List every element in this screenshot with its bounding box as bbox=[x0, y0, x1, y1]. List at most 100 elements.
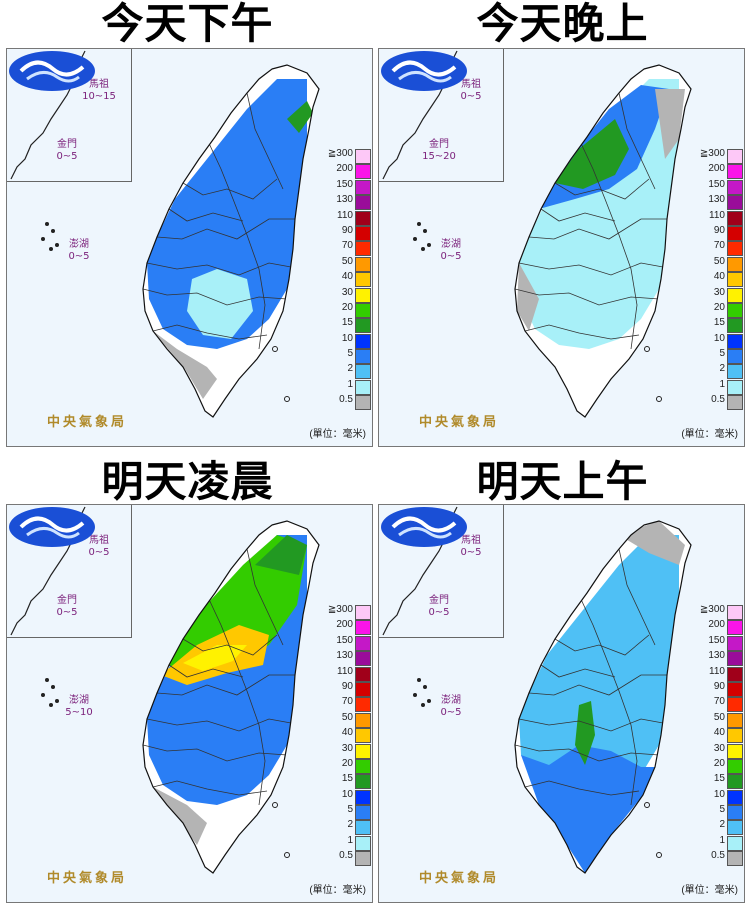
legend-label: 110 bbox=[337, 665, 353, 677]
legend-label: 90 bbox=[713, 680, 725, 692]
legend-swatch bbox=[727, 379, 743, 395]
kinmen-label: 金門 bbox=[429, 595, 449, 606]
legend-swatch bbox=[727, 349, 743, 365]
legend-label: 200 bbox=[336, 163, 353, 175]
penghu-rainfall-value: 0~5 bbox=[440, 251, 462, 262]
county-boundary bbox=[146, 262, 292, 276]
legend-swatch bbox=[355, 333, 371, 349]
legend-row: 40 bbox=[713, 271, 743, 288]
legend-swatch bbox=[727, 272, 743, 288]
legend-label: 70 bbox=[713, 696, 725, 708]
legend-swatch bbox=[355, 605, 371, 620]
rainfall-region bbox=[519, 535, 679, 805]
legend-label: 0.5 bbox=[711, 394, 725, 406]
legend-swatch bbox=[727, 333, 743, 349]
legend-swatch bbox=[355, 774, 371, 790]
cwb-logo-text: 中央氣象局 bbox=[418, 871, 499, 886]
legend-label: 110 bbox=[709, 209, 725, 221]
legend-row: 200 bbox=[708, 163, 743, 180]
legend-row: 0.5 bbox=[711, 850, 743, 867]
county-boundary bbox=[182, 634, 278, 656]
legend-swatch bbox=[727, 851, 743, 867]
legend-label: 1 bbox=[719, 834, 725, 846]
legend-label: 40 bbox=[713, 271, 725, 283]
offshore-islands-inset bbox=[7, 505, 132, 638]
legend-row: 15 bbox=[342, 773, 371, 790]
legend-swatch bbox=[355, 225, 371, 241]
county-boundary bbox=[578, 594, 638, 806]
legend-swatch bbox=[355, 712, 371, 728]
legend-row: 30 bbox=[342, 287, 371, 303]
penghu-island bbox=[421, 247, 425, 251]
legend-swatch bbox=[355, 635, 371, 651]
legend-swatch bbox=[727, 605, 743, 620]
legend-row: 110 bbox=[337, 666, 371, 682]
rainfall-region bbox=[555, 119, 629, 189]
panel-title: 明天凌晨 bbox=[101, 457, 274, 506]
legend-swatch bbox=[727, 179, 743, 195]
legend-label: 40 bbox=[341, 271, 353, 283]
legend-label: 50 bbox=[713, 255, 725, 267]
county-boundary bbox=[528, 674, 667, 696]
legend-swatch bbox=[355, 395, 371, 411]
legend-swatch bbox=[727, 774, 743, 790]
rainfall-map-panel: 馬祖 0~5 金門 0~5 澎湖 0~5 ≧300 200 150 130 110 90 70 50 40 3… bbox=[378, 504, 745, 903]
county-boundary bbox=[168, 664, 244, 678]
legend-label: 1 bbox=[347, 378, 353, 390]
legend-row: 10 bbox=[713, 332, 743, 349]
rainfall-region bbox=[183, 645, 247, 671]
legend-row: 10 bbox=[714, 789, 743, 805]
legend-label: 110 bbox=[709, 665, 725, 677]
penghu-island bbox=[49, 247, 53, 251]
county-boundary bbox=[518, 718, 664, 732]
legend-row: 15 bbox=[714, 317, 743, 334]
legend-swatch bbox=[727, 149, 743, 164]
legend-label: 110 bbox=[337, 209, 353, 221]
legend-row: 70 bbox=[342, 696, 371, 713]
kinmen-rainfall-value: 0~5 bbox=[56, 607, 78, 618]
county-boundary bbox=[618, 548, 656, 646]
legend-label: 90 bbox=[341, 680, 353, 692]
offshore-island bbox=[272, 802, 278, 808]
legend-row: 2 bbox=[343, 819, 371, 836]
taiwan-map bbox=[10, 50, 320, 418]
legend-label: 40 bbox=[713, 727, 725, 739]
legend-label: 2 bbox=[719, 819, 725, 831]
legend-label: 1 bbox=[719, 378, 725, 390]
legend-label: 10 bbox=[713, 332, 725, 344]
county-boundary bbox=[540, 664, 616, 678]
offshore-islands-inset bbox=[379, 49, 504, 182]
offshore-islands-inset bbox=[7, 49, 132, 182]
legend-swatch bbox=[727, 789, 743, 805]
legend-row: ≧300 bbox=[700, 604, 743, 620]
taiwan-outline bbox=[142, 520, 320, 874]
county-boundary bbox=[524, 324, 640, 340]
legend-swatch bbox=[727, 225, 743, 241]
legend-row: ≧300 bbox=[328, 148, 371, 164]
taiwan-map bbox=[10, 506, 320, 874]
legend-row: 5 bbox=[715, 804, 743, 821]
legend-swatch bbox=[355, 302, 371, 318]
legend-label: 0.5 bbox=[339, 394, 353, 406]
legend-label: 0.5 bbox=[711, 850, 725, 862]
legend-label: ≧300 bbox=[327, 604, 353, 615]
offshore-island bbox=[656, 852, 662, 858]
rainfall-legend: ≧300 200 150 130 110 90 70 50 40 30 20 15 10 5 2 1 0.5 bbox=[328, 604, 371, 867]
mazu-label: 馬祖 bbox=[89, 535, 109, 546]
legend-swatch bbox=[355, 195, 371, 211]
rainfall-map-panel: 馬祖 0~5 金門 15~20 澎湖 0~5 ≧300 200 150 130 110 90 70 50 4… bbox=[378, 48, 745, 447]
legend-label: 2 bbox=[347, 819, 353, 831]
kinmen-label: 金門 bbox=[57, 595, 77, 606]
legend-swatch bbox=[355, 364, 371, 380]
legend-row: 150 bbox=[336, 179, 371, 195]
county-boundary bbox=[182, 178, 278, 200]
legend-swatch bbox=[355, 851, 371, 867]
cwb-logo-icon bbox=[9, 507, 95, 547]
cwb-logo-icon bbox=[381, 507, 467, 547]
legend-label: 15 bbox=[341, 317, 353, 329]
cwb-logo-icon bbox=[381, 51, 467, 91]
penghu-island bbox=[421, 703, 425, 707]
cwb-logo-text: 中央氣象局 bbox=[46, 871, 127, 886]
unit-label: (單位：毫米) bbox=[309, 885, 366, 896]
cwb-logo-text: 中央氣象局 bbox=[418, 415, 499, 430]
